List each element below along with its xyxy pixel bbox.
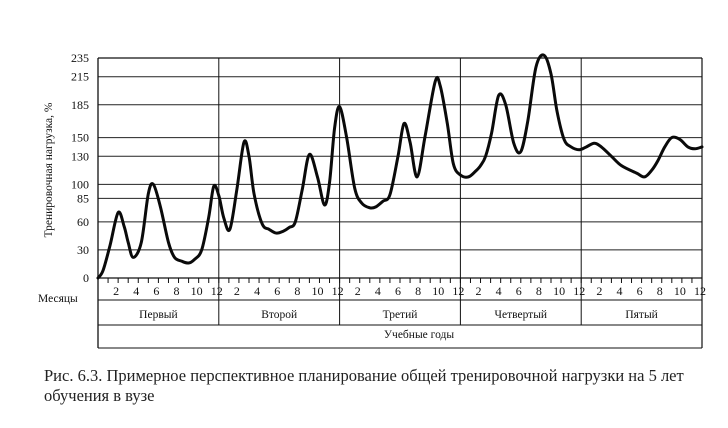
month-tick-label: 6 (395, 284, 401, 298)
y-tick-label: 85 (77, 191, 89, 205)
month-tick-label: 6 (274, 284, 280, 298)
month-tick-label: 8 (294, 284, 300, 298)
month-tick-label: 4 (496, 284, 502, 298)
y-tick-label: 0 (83, 271, 89, 285)
x-axis-label: Учебные годы (384, 329, 454, 341)
month-tick-label: 4 (254, 284, 260, 298)
month-tick-label: 6 (637, 284, 643, 298)
year-label: Пятый (625, 309, 658, 321)
y-tick-label: 150 (71, 131, 89, 145)
year-label: Третий (383, 309, 418, 321)
month-tick-label: 10 (432, 284, 444, 298)
month-tick-label: 2 (355, 284, 361, 298)
month-axis-label: Месяцы (38, 293, 78, 305)
month-tick-label: 10 (674, 284, 686, 298)
series-layer (96, 53, 704, 280)
month-tick-label: 4 (375, 284, 381, 298)
month-tick-label: 2 (113, 284, 119, 298)
month-tick-label: 6 (516, 284, 522, 298)
month-tick-label: 10 (553, 284, 565, 298)
month-tick-label: 2 (476, 284, 482, 298)
chart-frame (97, 57, 703, 349)
y-tick-label: 235 (71, 51, 89, 65)
y-tick-label: 100 (71, 177, 89, 191)
chart-grid (98, 57, 702, 251)
year-label: Второй (261, 309, 297, 321)
month-tick-label: 2 (596, 284, 602, 298)
year-label: Первый (139, 309, 177, 321)
figure-caption: Рис. 6.3. Примерное перспективное планир… (44, 366, 684, 405)
month-tick-labels: 2 4 6 8 10 12 2 4 6 8 10 12 2 4 6 8 10 12 2 4 6 8 10 12 2 4 6 8 10 12 (113, 284, 706, 298)
y-tick-label: 185 (71, 98, 89, 112)
month-tick-label: 8 (415, 284, 421, 298)
year-label: Четвертый (495, 309, 548, 321)
month-tick-label: 10 (311, 284, 323, 298)
y-tick-label: 130 (71, 149, 89, 163)
month-tick-label: 8 (174, 284, 180, 298)
month-tick-label: 8 (536, 284, 542, 298)
month-tick-label: 12 (573, 284, 585, 298)
month-tick-label: 6 (153, 284, 159, 298)
month-tick-label: 10 (191, 284, 203, 298)
month-tick-label: 12 (452, 284, 464, 298)
month-tick-label: 12 (694, 284, 706, 298)
y-tick-label: 60 (77, 215, 89, 229)
month-tick-label: 4 (616, 284, 622, 298)
load-curve (96, 53, 704, 280)
month-tick-label: 2 (234, 284, 240, 298)
month-tick-label: 8 (657, 284, 663, 298)
month-tick-label: 12 (211, 284, 223, 298)
y-axis-label: Тренировочная нагрузка, % (43, 102, 55, 237)
month-tick-label: 4 (133, 284, 139, 298)
y-tick-label: 215 (71, 70, 89, 84)
year-labels: Первый Второй Третий Четвертый Пятый (139, 309, 658, 321)
y-tick-label: 30 (77, 243, 89, 257)
month-tick-label: 12 (332, 284, 344, 298)
